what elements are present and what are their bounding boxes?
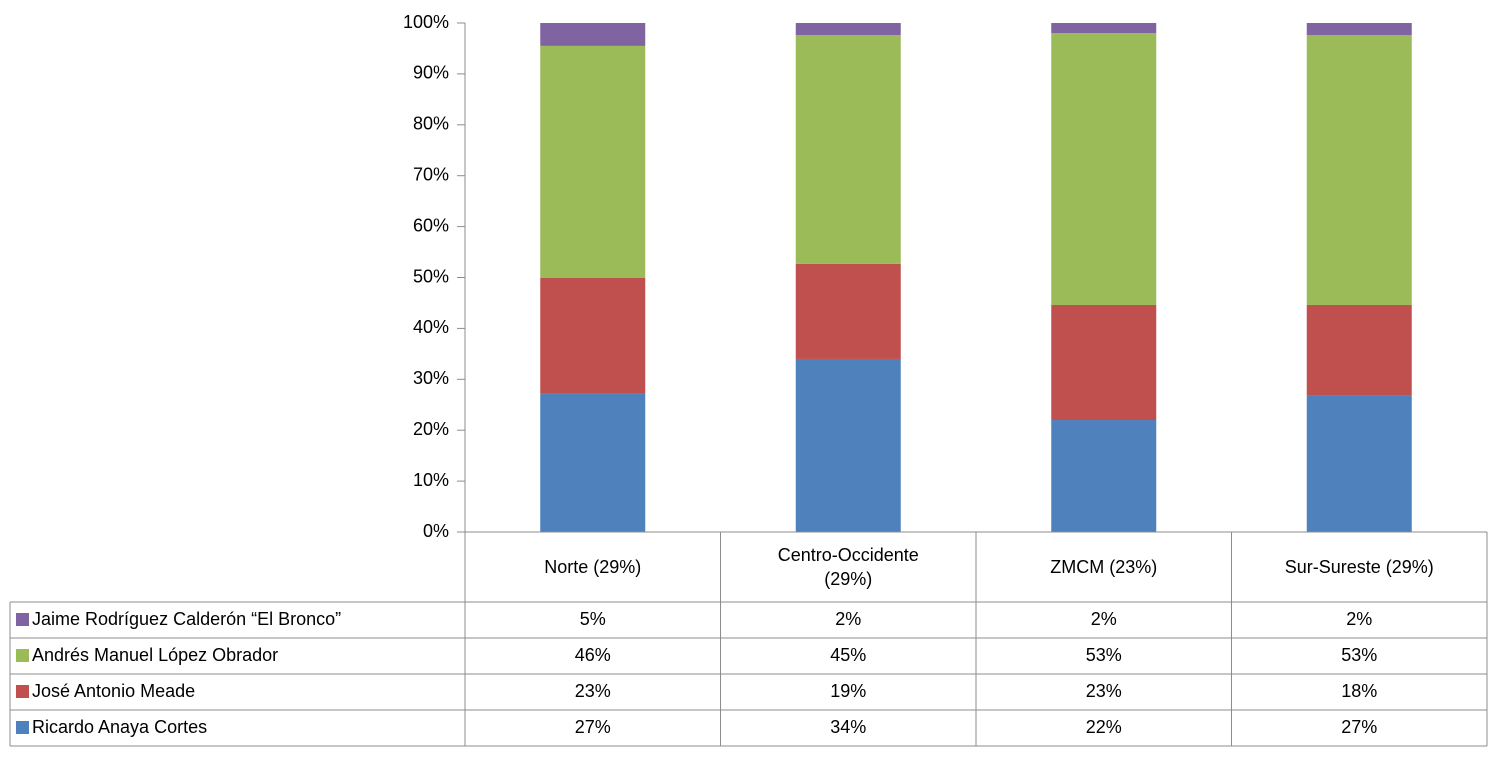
y-tick-label: 60% [413, 215, 449, 235]
legend-swatch [16, 721, 29, 734]
x-tick-label: Norte (29%) [544, 556, 642, 577]
category-label: Centro-Occidente (29%) [721, 532, 977, 602]
category-cell: Centro-Occidente (29%) [721, 532, 977, 602]
bar-segment [1051, 304, 1157, 421]
legend-label: José Antonio Meade [32, 681, 195, 701]
y-tick-label: 30% [413, 368, 449, 388]
bar-segment [795, 263, 901, 359]
data-label: 2% [835, 609, 861, 629]
data-label: 34% [830, 717, 866, 737]
legend-label: Ricardo Anaya Cortes [32, 717, 207, 737]
category-label: Sur-Sureste (29%) [1232, 532, 1488, 602]
data-label: 19% [830, 681, 866, 701]
data-label: 2% [1346, 609, 1372, 629]
bar-segment [795, 23, 901, 36]
bar-segment [1051, 420, 1157, 532]
category-cell: Norte (29%) [465, 532, 721, 602]
category-label: ZMCM (23%) [976, 532, 1232, 602]
bar-segment [1306, 304, 1412, 396]
y-tick-label: 70% [413, 164, 449, 184]
data-label: 53% [1086, 645, 1122, 665]
bar-segment [540, 393, 646, 532]
legend-swatch [16, 613, 29, 626]
bar-segment [1306, 395, 1412, 532]
data-label: 27% [575, 717, 611, 737]
data-label: 46% [575, 645, 611, 665]
data-label: 23% [1086, 681, 1122, 701]
legend-swatch [16, 649, 29, 662]
bar-segment [540, 45, 646, 279]
bar-segment [1051, 23, 1157, 34]
data-label: 5% [580, 609, 606, 629]
data-label: 2% [1091, 609, 1117, 629]
data-label: 27% [1341, 717, 1377, 737]
bar-segment [1051, 33, 1157, 305]
category-label: Norte (29%) [465, 532, 721, 602]
bar-segment [795, 358, 901, 532]
y-tick-label: 0% [423, 521, 449, 541]
bar-segment [540, 23, 646, 46]
bar-segment [1306, 35, 1412, 305]
bar-segment [1306, 23, 1412, 36]
y-tick-label: 100% [403, 12, 449, 32]
x-tick-label: ZMCM (23%) [1050, 556, 1158, 577]
y-tick-label: 80% [413, 114, 449, 134]
category-cell: ZMCM (23%) [976, 532, 1232, 602]
legend-swatch [16, 685, 29, 698]
legend-label: Andrés Manuel López Obrador [32, 645, 278, 665]
y-tick-label: 50% [413, 266, 449, 286]
data-label: 45% [830, 645, 866, 665]
data-label: 53% [1341, 645, 1377, 665]
legend-label: Jaime Rodríguez Calderón “El Bronco” [32, 609, 341, 629]
x-tick-label: Centro-Occidente (29%) [777, 544, 919, 589]
bar-segment [795, 35, 901, 264]
data-label: 18% [1341, 681, 1377, 701]
y-tick-label: 40% [413, 317, 449, 337]
data-label: 22% [1086, 717, 1122, 737]
bar-segment [540, 278, 646, 394]
y-tick-label: 90% [413, 63, 449, 83]
y-tick-label: 10% [413, 470, 449, 490]
x-tick-label: Sur-Sureste (29%) [1284, 556, 1434, 577]
data-label: 23% [575, 681, 611, 701]
y-tick-label: 20% [413, 419, 449, 439]
category-cell: Sur-Sureste (29%) [1232, 532, 1488, 602]
